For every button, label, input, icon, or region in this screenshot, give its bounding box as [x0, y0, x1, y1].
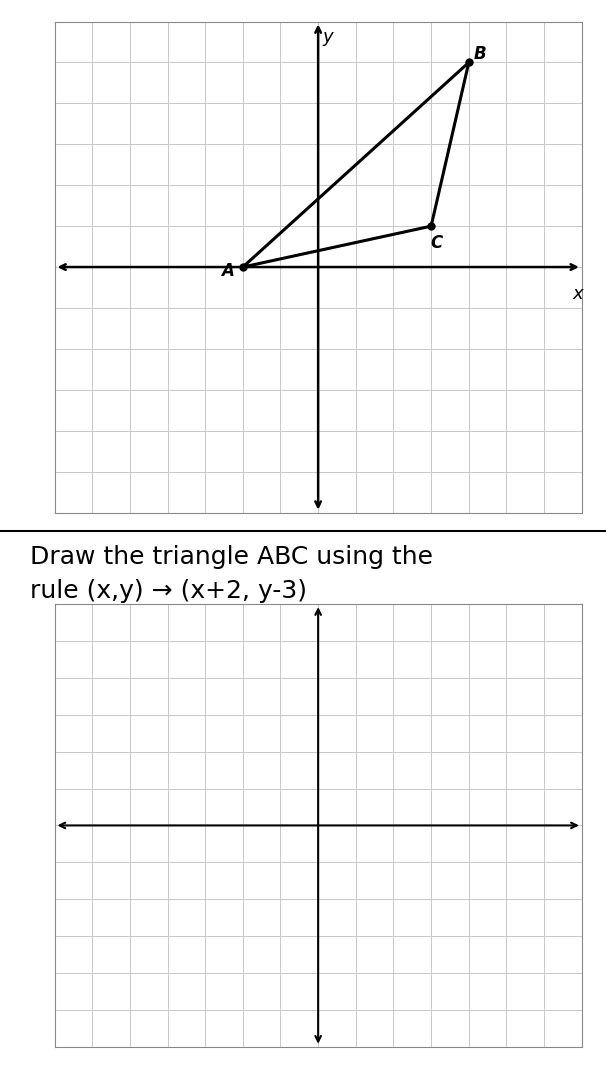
Text: C: C — [431, 233, 443, 251]
Text: B: B — [474, 45, 487, 64]
Text: x: x — [573, 286, 584, 303]
Text: Draw the triangle ABC using the: Draw the triangle ABC using the — [30, 545, 433, 569]
Text: rule (x,y) → (x+2, y-3): rule (x,y) → (x+2, y-3) — [30, 579, 307, 603]
Text: A: A — [221, 262, 234, 281]
Text: y: y — [322, 28, 333, 45]
